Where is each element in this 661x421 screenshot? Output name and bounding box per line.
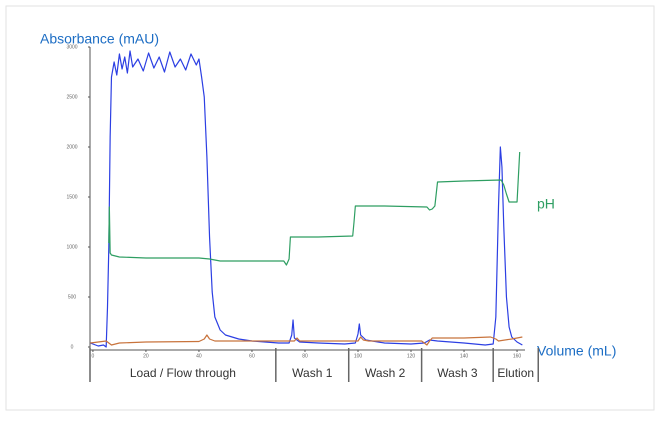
series-line: [90, 334, 523, 346]
x-tick-label: 120: [407, 353, 416, 359]
frame: [5, 5, 655, 411]
y-tick-label: 3000: [66, 44, 77, 50]
x-tick-label: 160: [513, 353, 522, 359]
series-line: [90, 50, 523, 348]
y-tick-label: 1500: [66, 194, 77, 200]
y-tick-label: 2000: [66, 144, 77, 150]
y-tick-label: 1000: [66, 244, 77, 250]
y-tick-label: 2500: [66, 94, 77, 100]
x-tick-label: 0: [92, 353, 95, 359]
x-axis-label: Volume (mL): [537, 343, 616, 359]
x-tick-label: 20: [143, 353, 149, 359]
x-tick-label: 60: [249, 353, 255, 359]
y-tick-label: 500: [68, 294, 77, 300]
x-tick-label: 100: [354, 353, 363, 359]
chart-title: Absorbance (mAU): [40, 31, 159, 47]
section-label: Wash 2: [365, 366, 406, 380]
section-label: Load / Flow through: [130, 366, 236, 380]
x-tick-label: 140: [460, 353, 469, 359]
x-tick-label: 40: [196, 353, 202, 359]
x-tick-label: 80: [302, 353, 308, 359]
ph-label: pH: [537, 196, 555, 212]
section-label: Elution: [497, 366, 534, 380]
series-line: [108, 151, 521, 266]
y-tick-label: 0: [71, 344, 74, 350]
section-label: Wash 3: [437, 366, 478, 380]
section-label: Wash 1: [292, 366, 333, 380]
